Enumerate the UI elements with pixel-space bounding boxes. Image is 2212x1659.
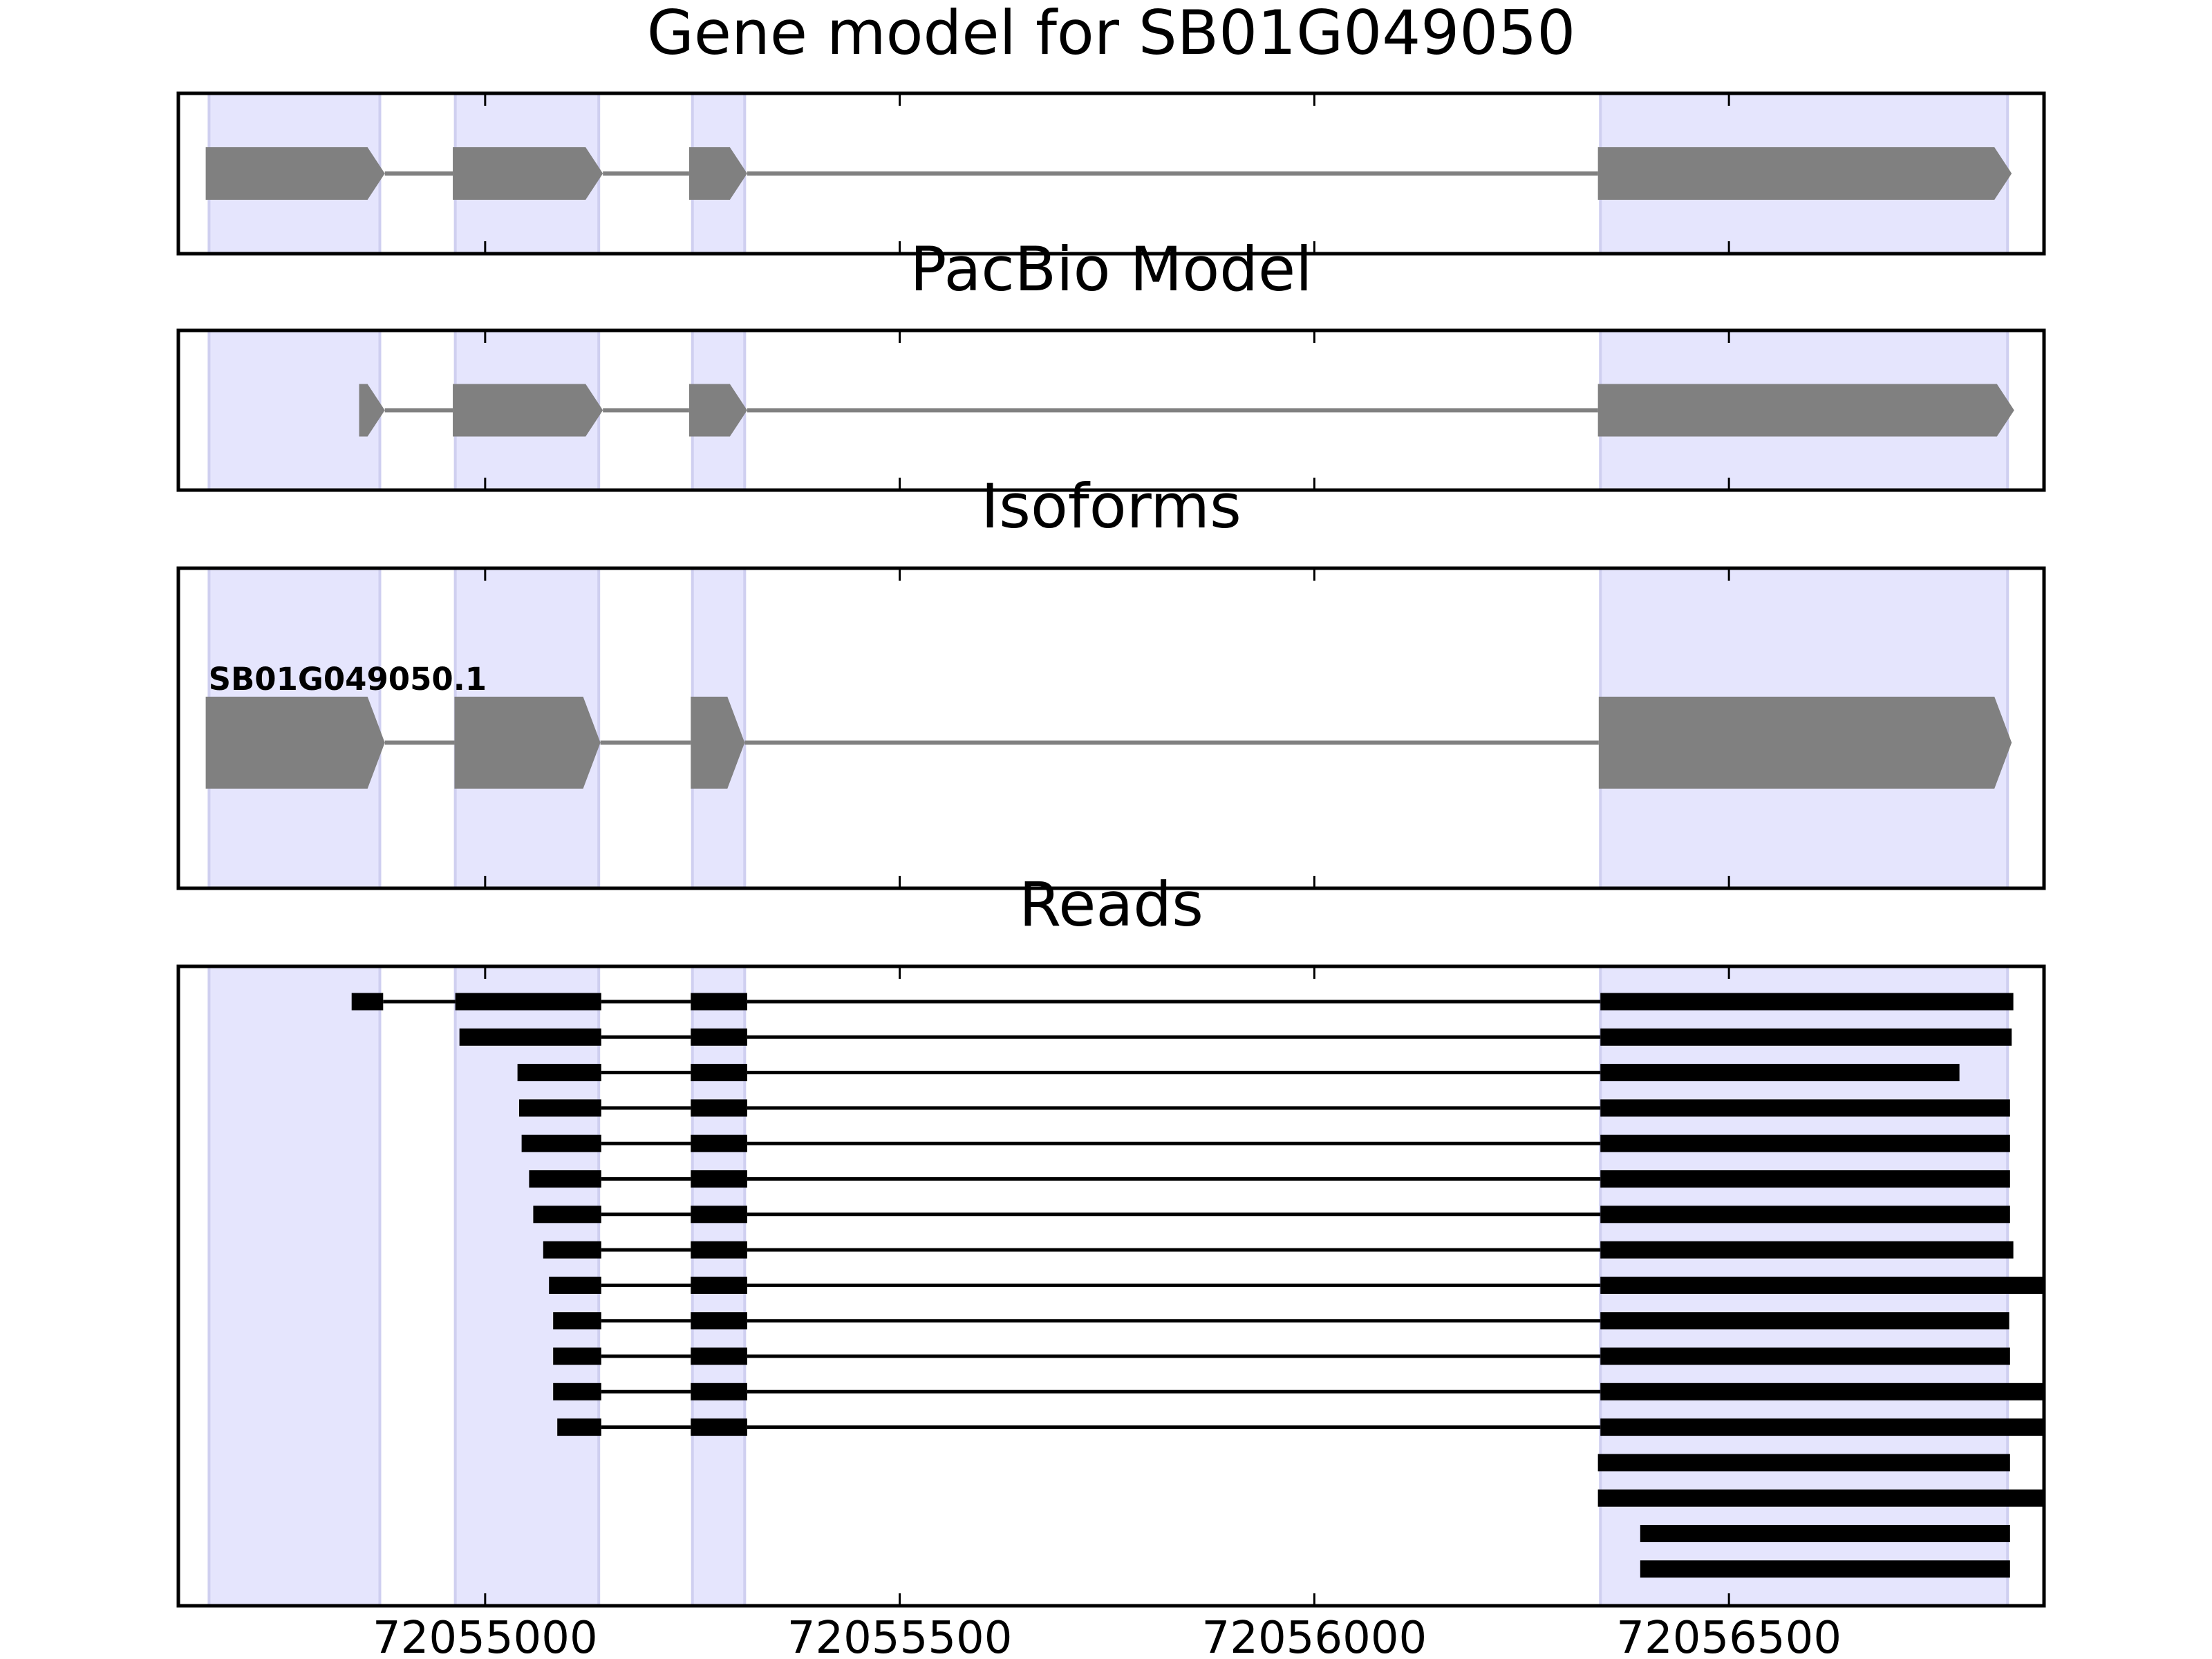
read-block (1600, 1028, 2012, 1046)
read-block (691, 1418, 747, 1436)
read-block (553, 1382, 601, 1400)
read-block (691, 993, 747, 1011)
panel-frame (176, 964, 2046, 1608)
panel-plot (205, 93, 2012, 254)
read-block (1597, 1454, 2010, 1472)
read-block (691, 1134, 747, 1152)
exon (1597, 147, 2012, 200)
exon (1597, 384, 2014, 437)
read-block (351, 993, 384, 1011)
read-block (459, 1028, 601, 1046)
read-block (1600, 1241, 2014, 1259)
read-block (1600, 1418, 2044, 1436)
read-block (521, 1134, 601, 1152)
read-block (691, 1170, 747, 1188)
read-block (691, 1028, 747, 1046)
panel-frame (176, 91, 2046, 256)
exon-region (207, 330, 382, 490)
exon (359, 384, 385, 437)
exon (691, 696, 745, 789)
read-block (1600, 1134, 2010, 1152)
read-block (1600, 1099, 2010, 1117)
read-block (691, 1382, 747, 1400)
read-block (1600, 1382, 2044, 1400)
read-block (557, 1418, 601, 1436)
read-block (691, 1099, 747, 1117)
panel-plot (207, 330, 2014, 490)
read-block (549, 1276, 601, 1294)
read-block (1600, 1347, 2010, 1365)
exon (205, 147, 385, 200)
read-block (691, 1347, 747, 1365)
x-tick-label: 72055500 (787, 1613, 1013, 1659)
read-block (517, 1064, 601, 1082)
read-block (691, 1064, 747, 1082)
panel-title: Reads (1019, 869, 1203, 940)
read-block (1640, 1525, 2010, 1542)
exon (688, 384, 747, 437)
read-block (1600, 1276, 2044, 1294)
read-block (533, 1206, 601, 1224)
read-block (1600, 993, 2014, 1011)
read-block (553, 1312, 601, 1330)
x-tick-label: 72056000 (1202, 1613, 1427, 1659)
panel-plot: SB01G049050.1 (205, 568, 2012, 888)
read-block (519, 1099, 601, 1117)
read-block (529, 1170, 601, 1188)
x-tick-label: 72055000 (373, 1613, 598, 1659)
exon-region (207, 966, 382, 1606)
read-block (553, 1347, 601, 1365)
isoform-label: SB01G049050.1 (209, 661, 487, 697)
read-block (455, 993, 601, 1011)
panel-title: Isoforms (981, 471, 1241, 542)
exon (688, 147, 747, 200)
read-block (691, 1241, 747, 1259)
exon (453, 384, 603, 437)
read-block (691, 1206, 747, 1224)
panel-frame (176, 328, 2046, 492)
exon (1598, 696, 2012, 789)
exon (454, 696, 601, 789)
panel-title: PacBio Model (910, 234, 1312, 305)
panel-title: Gene model for SB01G049050 (647, 0, 1576, 68)
read-block (1600, 1312, 2009, 1330)
read-block (1600, 1170, 2010, 1188)
read-block (691, 1276, 747, 1294)
exon (205, 696, 385, 789)
panel-frame (176, 566, 2046, 890)
read-block (1640, 1560, 2010, 1578)
x-tick-label: 72056500 (1616, 1613, 1841, 1659)
read-block (691, 1312, 747, 1330)
read-block (1597, 1489, 2044, 1507)
read-block (1600, 1206, 2010, 1224)
exon (453, 147, 603, 200)
read-block (1600, 1064, 1960, 1082)
panel-plot (207, 966, 2044, 1606)
read-block (543, 1241, 601, 1259)
